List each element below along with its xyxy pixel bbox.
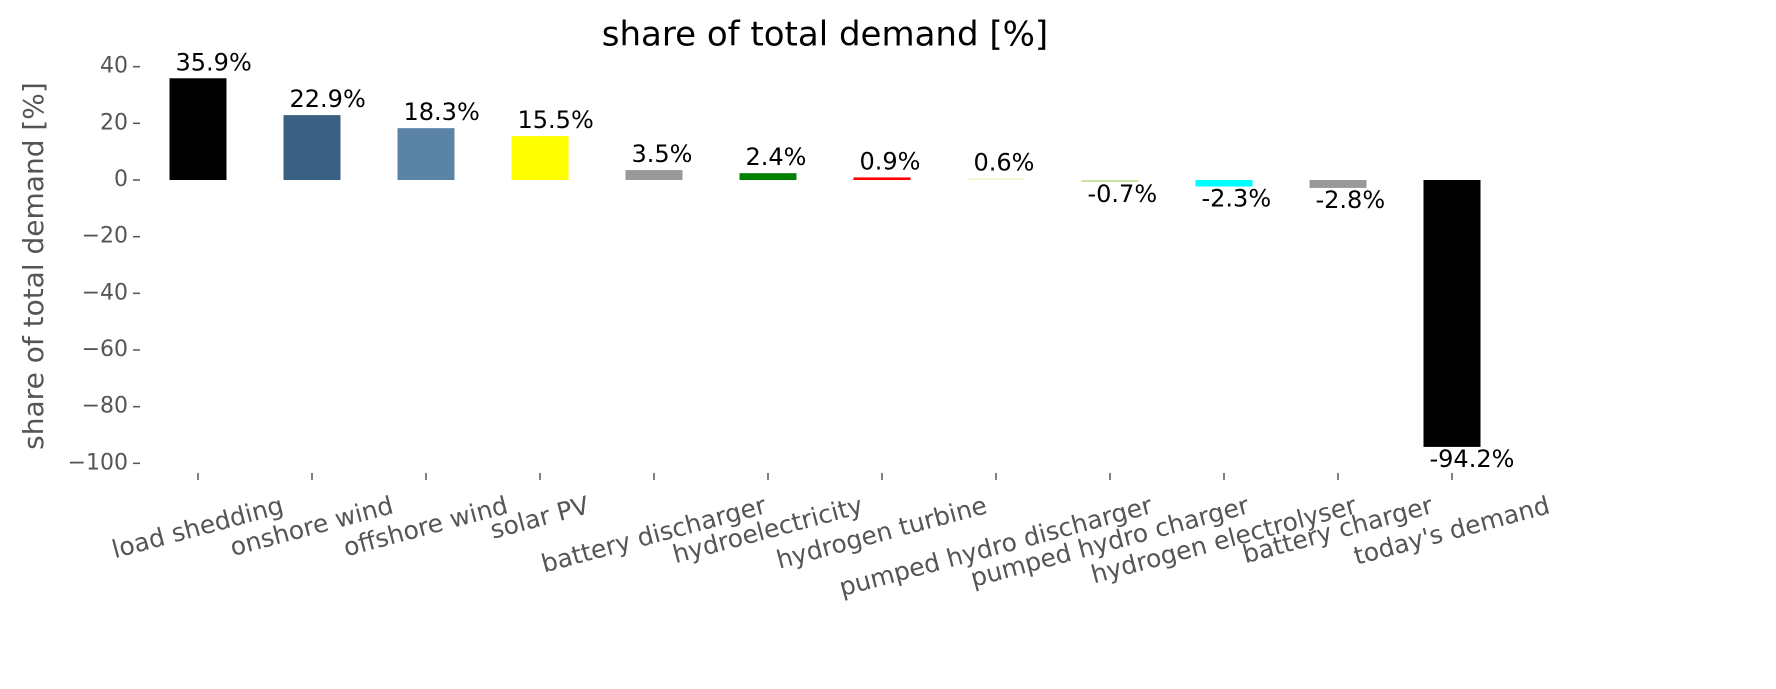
value-label: -94.2%: [1430, 445, 1515, 473]
bar: [739, 173, 797, 180]
y-tick-label: 20: [100, 110, 128, 135]
value-label: 0.6%: [974, 148, 1035, 176]
bar: [625, 170, 683, 180]
value-label: -2.8%: [1316, 186, 1386, 214]
y-tick-label: −100: [68, 450, 128, 475]
value-label: 35.9%: [176, 48, 252, 76]
bar: [169, 78, 227, 180]
bar: [1309, 180, 1367, 188]
y-tick-label: −40: [82, 280, 128, 305]
value-label: -2.3%: [1202, 185, 1272, 213]
bar: [1423, 180, 1481, 447]
chart-title: share of total demand [%]: [602, 15, 1048, 55]
bar: [1081, 180, 1139, 182]
value-label: 15.5%: [518, 106, 594, 134]
value-label: 0.9%: [860, 147, 921, 175]
bar: [511, 136, 569, 180]
y-tick-label: −80: [82, 394, 128, 419]
bar: [853, 177, 911, 180]
y-tick-label: 0: [114, 167, 128, 192]
value-label: 2.4%: [746, 143, 807, 171]
value-label: 3.5%: [632, 140, 693, 168]
bar: [283, 115, 341, 180]
value-label: 22.9%: [290, 85, 366, 113]
value-label: 18.3%: [404, 98, 480, 126]
bar: [1195, 180, 1253, 187]
bar: [397, 128, 455, 180]
y-tick-label: −60: [82, 337, 128, 362]
y-tick-label: −20: [82, 224, 128, 249]
bar: [967, 178, 1025, 180]
y-axis-label: share of total demand [%]: [17, 82, 50, 450]
y-tick-label: 40: [100, 54, 128, 79]
value-label: -0.7%: [1088, 180, 1158, 208]
